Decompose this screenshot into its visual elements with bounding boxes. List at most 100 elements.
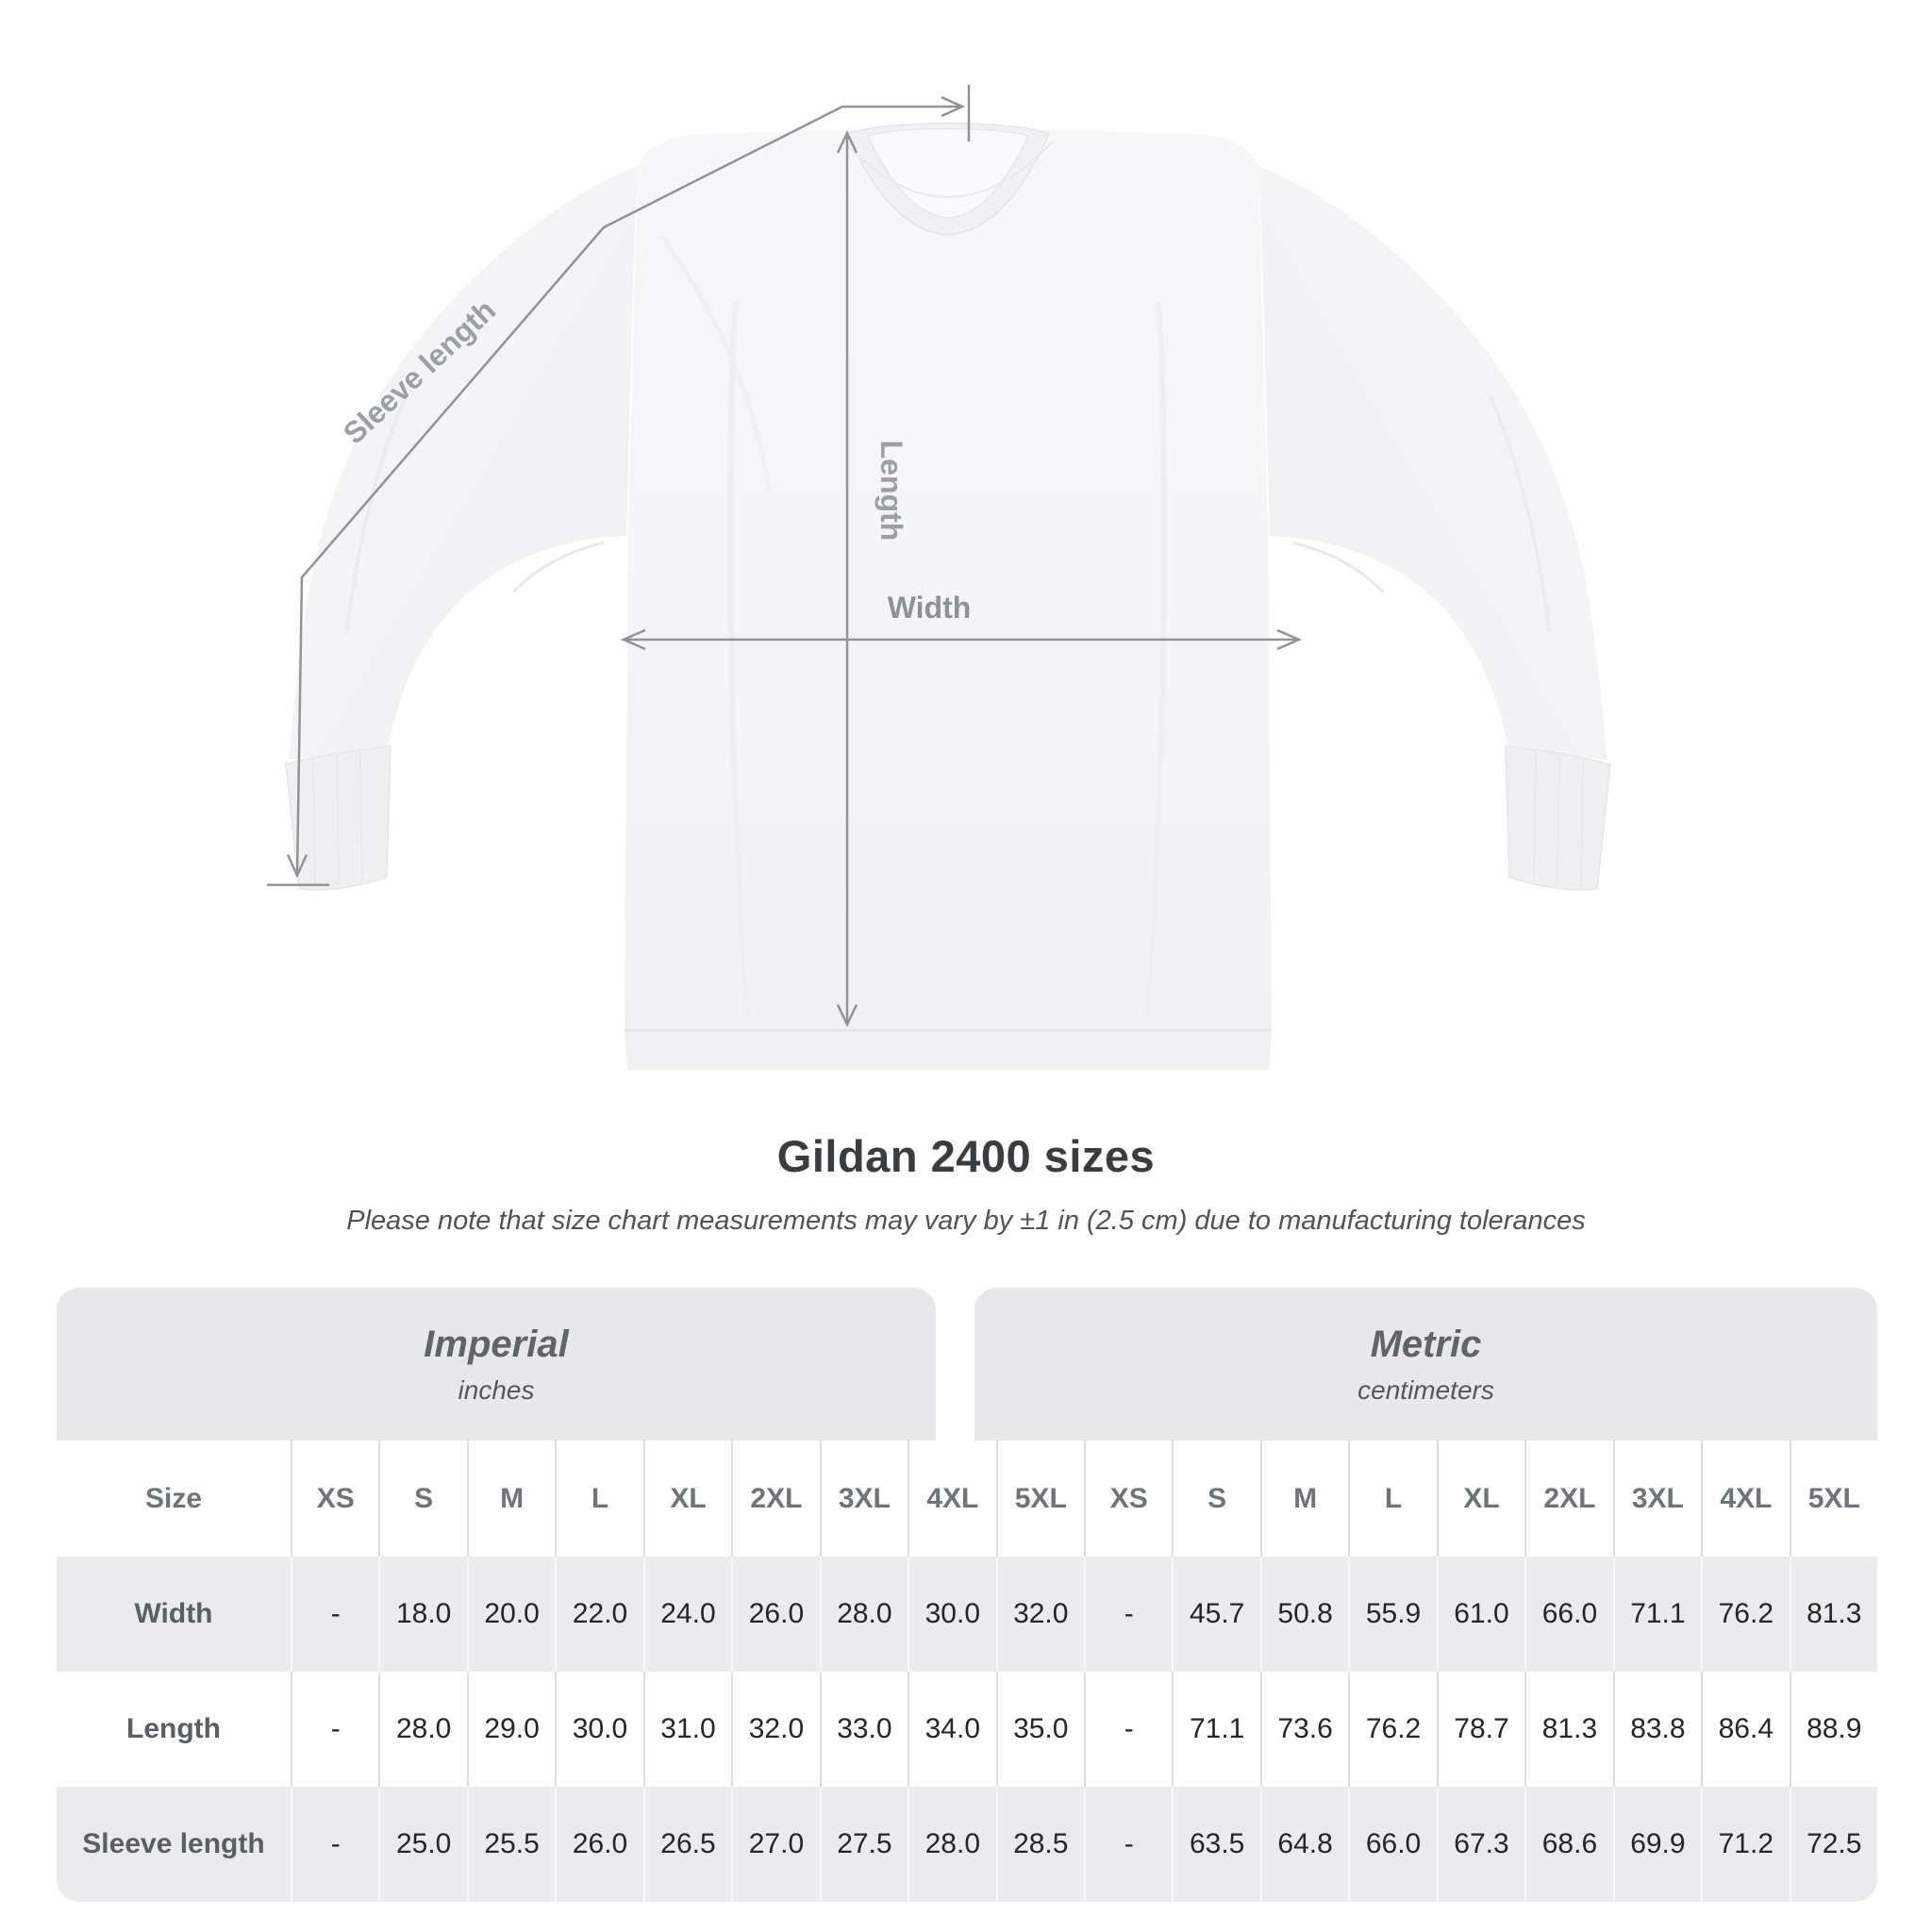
sleeve-length-line xyxy=(267,85,971,887)
size-table: Size XS S M L XL 2XL 3XL 4XL 5XL XS S M L XL 2XL 3XL 4XL 5… xyxy=(57,1441,1877,1902)
table-cell: 67.3 xyxy=(1436,1787,1525,1902)
table-cell: - xyxy=(291,1557,379,1672)
table-cell: 86.4 xyxy=(1701,1672,1790,1787)
table-cell: 25.5 xyxy=(466,1787,556,1902)
column-header-5xl-imperial: 5XL xyxy=(995,1441,1084,1557)
table-cell: 71.1 xyxy=(1172,1672,1260,1787)
table-cell: 55.9 xyxy=(1348,1557,1437,1672)
column-header-m-metric: M xyxy=(1259,1441,1349,1557)
table-cell: 27.0 xyxy=(731,1787,820,1902)
table-cell: 32.0 xyxy=(995,1557,1084,1672)
width-label: Width xyxy=(888,591,972,625)
table-cell: 35.0 xyxy=(995,1672,1084,1787)
measurement-annotations xyxy=(267,85,1303,1027)
metric-sub-label: centimeters xyxy=(1357,1374,1494,1405)
table-cell: 29.0 xyxy=(466,1672,556,1787)
column-header-2xl-metric: 2XL xyxy=(1524,1441,1613,1557)
table-cell: 50.8 xyxy=(1259,1557,1349,1672)
table-cell: 28.5 xyxy=(995,1787,1084,1902)
column-header-3xl-imperial: 3XL xyxy=(819,1441,908,1557)
metric-label: Metric xyxy=(1370,1323,1482,1365)
table-cell: 22.0 xyxy=(555,1557,643,1672)
shirt-graphic xyxy=(285,123,1611,1070)
column-header-3xl-metric: 3XL xyxy=(1612,1441,1702,1557)
imperial-sub-label: inches xyxy=(458,1374,535,1405)
table-cell: - xyxy=(1083,1672,1173,1787)
length-line xyxy=(836,130,858,1027)
table-cell: 81.3 xyxy=(1789,1557,1877,1672)
table-cell: 63.5 xyxy=(1172,1787,1260,1902)
table-cell: 25.0 xyxy=(378,1787,467,1902)
unit-banner: Imperial inches Metric centimeters xyxy=(57,1288,1877,1441)
table-cell: 61.0 xyxy=(1436,1557,1525,1672)
table-cell: 78.7 xyxy=(1436,1672,1525,1787)
left-sleeve xyxy=(285,166,638,891)
table-cell: 66.0 xyxy=(1524,1557,1613,1672)
page-title: Gildan 2400 sizes xyxy=(776,1131,1156,1181)
width-line xyxy=(620,628,1303,651)
shirt-size-diagram: Sleeve length Length Width xyxy=(267,85,1611,1070)
column-header-4xl-metric: 4XL xyxy=(1701,1441,1790,1557)
size-chart: Imperial inches Metric centimeters Size X… xyxy=(57,1288,1877,1902)
column-header-m-imperial: M xyxy=(466,1441,556,1557)
table-cell: 72.5 xyxy=(1789,1787,1877,1902)
row-label: Sleeve length xyxy=(57,1787,291,1902)
table-cell: 81.3 xyxy=(1524,1672,1613,1787)
row-label: Width xyxy=(57,1557,291,1672)
table-cell: 30.0 xyxy=(555,1672,643,1787)
column-header-xl-metric: XL xyxy=(1436,1441,1525,1557)
column-header-l-imperial: L xyxy=(555,1441,643,1557)
imperial-label: Imperial xyxy=(424,1323,569,1365)
table-cell: 18.0 xyxy=(378,1557,467,1672)
table-cell: 27.5 xyxy=(819,1787,908,1902)
table-cell: 28.0 xyxy=(819,1557,908,1672)
table-cell: 64.8 xyxy=(1259,1787,1349,1902)
length-label: Length xyxy=(874,441,908,541)
column-header-s-imperial: S xyxy=(378,1441,467,1557)
table-cell: 71.1 xyxy=(1612,1557,1702,1672)
table-cell: 71.2 xyxy=(1701,1787,1790,1902)
column-header-5xl-metric: 5XL xyxy=(1789,1441,1877,1557)
collar xyxy=(842,123,1054,236)
unit-banner-gap xyxy=(936,1288,974,1441)
table-cell: 24.0 xyxy=(642,1557,732,1672)
table-cell: 66.0 xyxy=(1348,1787,1437,1902)
table-cell: 32.0 xyxy=(731,1672,820,1787)
shirt-hem xyxy=(625,1030,1272,1070)
table-cell: - xyxy=(1083,1557,1173,1672)
table-cell: - xyxy=(1083,1787,1173,1902)
table-cell: 68.6 xyxy=(1524,1787,1613,1902)
table-cell: 76.2 xyxy=(1348,1672,1437,1787)
column-header-xs-imperial: XS xyxy=(291,1441,379,1557)
column-header-l-metric: L xyxy=(1348,1441,1437,1557)
column-header-xl-imperial: XL xyxy=(642,1441,732,1557)
table-cell: 69.9 xyxy=(1612,1787,1702,1902)
table-cell: 76.2 xyxy=(1701,1557,1790,1672)
table-cell: 28.0 xyxy=(908,1787,996,1902)
table-cell: 31.0 xyxy=(642,1672,732,1787)
table-cell: - xyxy=(291,1672,379,1787)
shirt-body xyxy=(625,130,1272,1030)
page-subtitle: Please note that size chart measurements… xyxy=(346,1206,1586,1236)
table-cell: 26.0 xyxy=(731,1557,820,1672)
table-cell: 33.0 xyxy=(819,1672,908,1787)
size-header: Size xyxy=(57,1441,291,1557)
table-cell: 83.8 xyxy=(1612,1672,1702,1787)
right-sleeve xyxy=(1258,166,1611,891)
table-cell: 26.5 xyxy=(642,1787,732,1902)
column-header-4xl-imperial: 4XL xyxy=(908,1441,996,1557)
column-header-2xl-imperial: 2XL xyxy=(731,1441,820,1557)
table-cell: 20.0 xyxy=(466,1557,556,1672)
table-cell: 73.6 xyxy=(1259,1672,1349,1787)
unit-header-metric: Metric centimeters xyxy=(974,1288,1877,1441)
row-label: Length xyxy=(57,1672,291,1787)
table-cell: 45.7 xyxy=(1172,1557,1260,1672)
table-cell: 28.0 xyxy=(378,1672,467,1787)
unit-header-imperial: Imperial inches xyxy=(57,1288,936,1441)
column-header-s-metric: S xyxy=(1172,1441,1260,1557)
table-cell: 26.0 xyxy=(555,1787,643,1902)
table-cell: - xyxy=(291,1787,379,1902)
column-header-xs-metric: XS xyxy=(1083,1441,1173,1557)
table-cell: 30.0 xyxy=(908,1557,996,1672)
table-cell: 34.0 xyxy=(908,1672,996,1787)
